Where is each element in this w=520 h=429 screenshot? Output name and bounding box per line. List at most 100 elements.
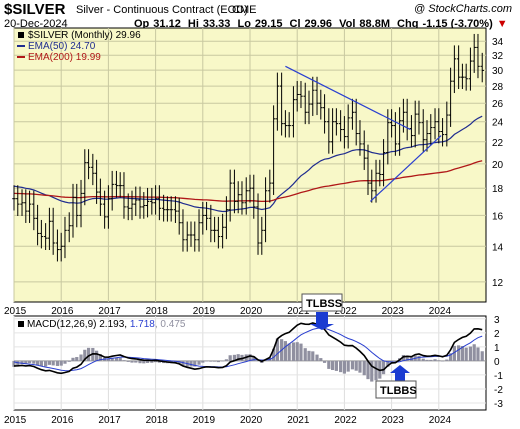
ohlc-bar <box>354 98 358 146</box>
ohlc-bar <box>271 105 276 195</box>
price-y-tick-label: 34 <box>492 37 504 48</box>
macd-hist-bar <box>272 348 276 361</box>
macd-x-tick-label: 2024 <box>429 415 452 426</box>
ohlc-bar <box>244 177 248 215</box>
price-legend-item: EMA(50) 24.70 <box>17 41 96 52</box>
macd-hist-bar <box>315 354 319 361</box>
macd-hist-bar <box>106 358 110 361</box>
ohlc-bar <box>283 110 288 138</box>
tlbbs-annotation: TLBBS <box>375 365 417 399</box>
macd-hist-bar <box>79 354 83 361</box>
macd-hist-bar <box>24 360 28 365</box>
macd-hist-bar <box>331 360 335 371</box>
macd-hist-bar <box>472 344 476 361</box>
low-value: 29.15 <box>254 18 283 30</box>
macd-hist-bar <box>55 360 60 366</box>
tlbss-label: TLBSS <box>306 298 342 310</box>
ohlc-bar <box>169 196 173 222</box>
ohlc-bar <box>43 223 48 251</box>
ohlc-bar <box>429 114 433 146</box>
macd-hist-bar <box>319 358 323 361</box>
macd-hist-bar <box>39 360 43 367</box>
macd-hist-bar <box>366 360 370 380</box>
ohlc-bar <box>240 181 244 215</box>
ohlc-bar <box>338 110 343 142</box>
high-value: 33.33 <box>202 18 231 30</box>
trendline-upper <box>285 65 411 131</box>
macd-hist-bar <box>71 357 75 361</box>
macd-hist-bar <box>150 360 154 363</box>
ohlc-bar <box>94 159 99 204</box>
ohlc-bar <box>126 193 130 221</box>
price-y-tick-label: 26 <box>492 99 504 110</box>
ohlc-bar <box>413 100 417 148</box>
ohlc-bar <box>425 120 429 152</box>
macd-hist-bar <box>142 360 146 364</box>
macd-hist-bar <box>232 354 237 361</box>
price-legend-label: $SILVER (Monthly) 29.96 <box>28 30 141 41</box>
ohlc-bar <box>327 108 331 154</box>
price-y-tick-label: 28 <box>492 82 504 93</box>
ohlc-bar <box>346 104 350 149</box>
macd-y-tick-label: 2 <box>494 329 500 340</box>
ohlc-bar <box>342 116 347 149</box>
macd-hist-bar <box>275 338 279 361</box>
ohlc-bar <box>322 94 327 134</box>
macd-hist-bar <box>311 351 315 361</box>
macd-x-tick-label: 2022 <box>334 415 357 426</box>
ohlc-bar <box>448 67 453 127</box>
ohlc-bar <box>193 221 197 252</box>
macd-hist-bar <box>248 354 252 361</box>
macd-hist-bar <box>342 360 346 374</box>
ohlc-bar <box>71 183 75 238</box>
ohlc-bar <box>268 169 272 203</box>
macd-hist-bar <box>362 360 366 376</box>
symbol-title: $SILVER <box>4 1 66 18</box>
ohlc-bar <box>201 201 205 235</box>
macd-legend-label: MACD(12,26,9) 2.193, 1.718, 0.475 <box>27 319 186 330</box>
ohlc-bar <box>224 196 229 240</box>
macd-hist-bar <box>20 360 24 365</box>
macd-hist-bar <box>216 360 220 363</box>
macd-hist-bar <box>287 343 291 361</box>
macd-hist-bar <box>476 347 480 361</box>
macd-hist-bar <box>63 360 67 364</box>
macd-hist-bar <box>228 355 232 361</box>
ohlc-bar <box>381 139 386 187</box>
ohlc-bar <box>150 187 154 215</box>
macd-hist-bar <box>95 350 99 361</box>
macd-hist-bar <box>433 359 437 361</box>
ohlc-bar <box>311 76 315 116</box>
macd-hist-bar <box>327 360 331 369</box>
ohlc-bar <box>334 108 339 136</box>
ohlc-bar <box>220 213 225 249</box>
macd-y-tick-label: -3 <box>494 399 503 410</box>
ohlc-bar <box>102 190 107 229</box>
macd-hist-bar <box>98 354 102 361</box>
ohlc-bar <box>197 209 201 252</box>
open-value: 31.12 <box>153 18 181 30</box>
volume-label: Vol <box>339 18 356 30</box>
macd-hist-bar <box>154 360 158 363</box>
macd-hist-bar <box>181 360 185 367</box>
ohlc-bar <box>256 193 260 255</box>
ohlc-bar <box>216 216 221 249</box>
macd-y-tick-label: 3 <box>494 315 500 326</box>
price-x-tick-label: 2017 <box>98 306 121 317</box>
ohlc-bar <box>236 181 240 214</box>
ohlc-bar <box>35 204 40 246</box>
tlbbs-up-arrow-icon <box>390 365 410 381</box>
ohlc-bar <box>417 100 421 135</box>
open-label: Op <box>134 18 150 30</box>
ohlc-bar <box>32 190 36 231</box>
macd-hist-bar <box>236 354 240 361</box>
ohlc-bar <box>39 219 44 249</box>
tlbss-annotation: TLBSS <box>301 293 343 330</box>
macd-hist-bar <box>47 360 51 365</box>
ohlc-bar <box>378 159 382 187</box>
macd-hist-bar <box>189 360 193 367</box>
macd-hist-bar <box>36 360 40 366</box>
macd-hist-bar <box>138 360 142 364</box>
ohlc-bar <box>122 172 126 219</box>
macd-hist-bar <box>44 360 48 367</box>
